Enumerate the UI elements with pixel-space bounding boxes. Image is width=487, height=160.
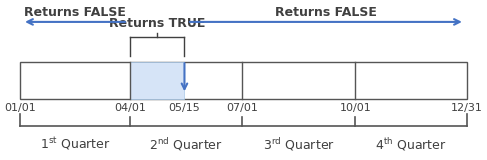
Text: Returns FALSE: Returns FALSE [24,6,126,19]
Text: 05/15: 05/15 [169,103,200,113]
Text: 01/01: 01/01 [4,103,36,113]
Text: Returns FALSE: Returns FALSE [275,6,377,19]
Text: $3^{\mathregular{rd}}$ Quarter: $3^{\mathregular{rd}}$ Quarter [263,136,335,153]
Text: 12/31: 12/31 [451,103,483,113]
Text: 07/01: 07/01 [226,103,258,113]
Text: 10/01: 10/01 [339,103,371,113]
Text: Returns TRUE: Returns TRUE [109,17,206,30]
FancyBboxPatch shape [131,62,185,99]
Text: 04/01: 04/01 [114,103,146,113]
Text: $4^{\mathregular{th}}$ Quarter: $4^{\mathregular{th}}$ Quarter [375,136,447,153]
Text: $1^{\mathregular{st}}$ Quarter: $1^{\mathregular{st}}$ Quarter [40,136,111,152]
FancyBboxPatch shape [20,62,467,99]
Text: $2^{\mathregular{nd}}$ Quarter: $2^{\mathregular{nd}}$ Quarter [150,136,223,153]
